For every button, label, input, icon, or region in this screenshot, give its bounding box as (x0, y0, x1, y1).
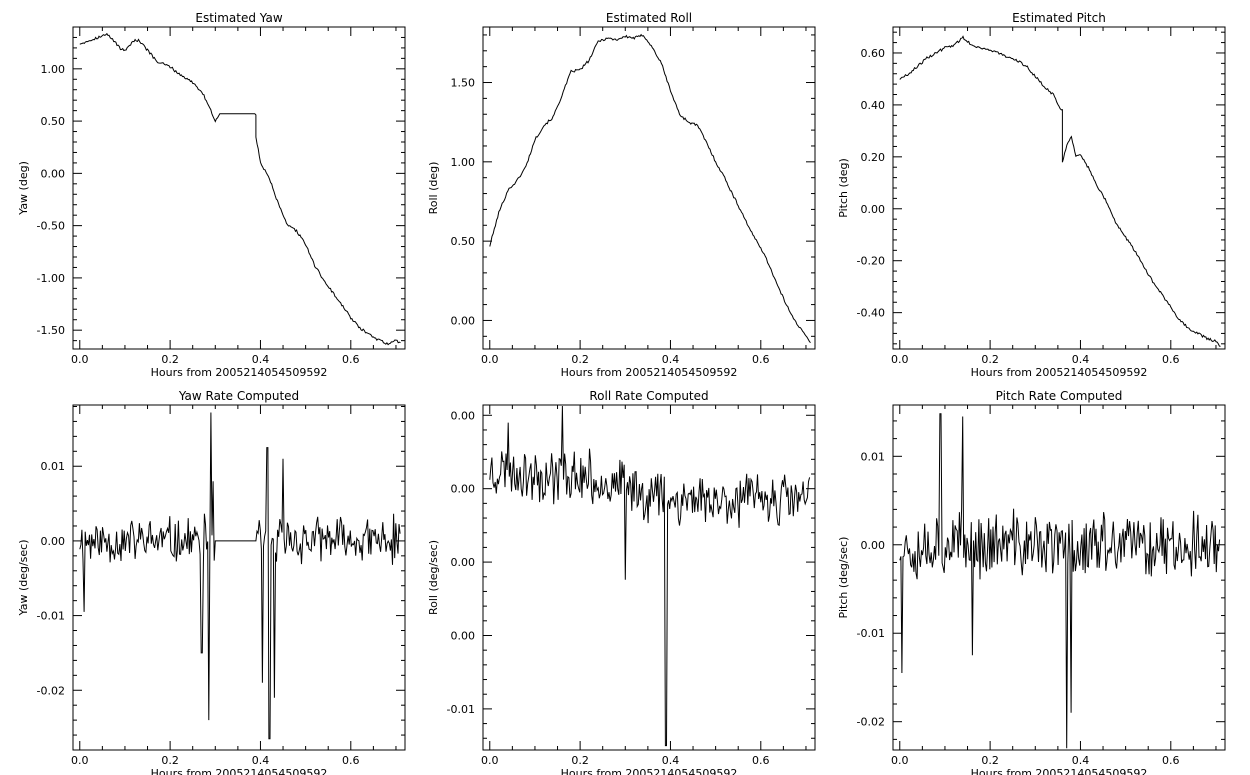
x-tick-label: 0.0 (481, 754, 499, 767)
x-tick-label: 0.4 (662, 353, 680, 366)
x-tick-label: 0.6 (752, 754, 770, 767)
x-tick-label: 0.2 (161, 353, 179, 366)
y-tick-label: 1.50 (451, 77, 476, 90)
x-tick-label: 0.6 (1162, 353, 1180, 366)
chart-title: Yaw Rate Computed (178, 389, 299, 403)
y-axis-label: Yaw (deg/sec) (17, 539, 30, 616)
y-tick-label: 0.00 (451, 483, 476, 496)
panel-pitch-rate-computed: Pitch Rate Computed Hours from 2005214054… (837, 389, 1226, 775)
y-tick-label: 0.00 (451, 314, 476, 327)
x-tick-label: 0.6 (1162, 754, 1180, 767)
x-tick-label: 0.4 (1072, 353, 1090, 366)
x-axis-label: Hours from 2005214054509592 (561, 767, 738, 775)
chart-title: Pitch Rate Computed (996, 389, 1123, 403)
series-line (899, 413, 1221, 749)
x-tick-label: 0.0 (891, 754, 909, 767)
x-axis-label: Hours from 2005214054509592 (151, 767, 328, 775)
x-tick-label: 0.2 (981, 754, 999, 767)
y-tick-label: 0.01 (861, 450, 886, 463)
x-axis-label: Hours from 2005214054509592 (971, 366, 1148, 379)
y-tick-label: 0.40 (861, 99, 886, 112)
plot-frame (72, 404, 406, 751)
y-tick-label: 0.50 (451, 235, 476, 248)
plot-frame (72, 26, 406, 350)
y-tick-label: -1.50 (37, 324, 65, 337)
y-tick-label: -0.40 (857, 307, 885, 320)
x-tick-label: 0.2 (161, 754, 179, 767)
plot-frame (482, 404, 816, 751)
x-tick-label: 0.4 (252, 353, 270, 366)
series-line (489, 405, 811, 747)
x-axis-label: Hours from 2005214054509592 (151, 366, 328, 379)
y-tick-label: 0.00 (41, 167, 66, 180)
y-tick-label: 0.00 (861, 203, 886, 216)
series-line (489, 33, 811, 344)
x-tick-label: 0.6 (752, 353, 770, 366)
x-tick-label: 0.4 (1072, 754, 1090, 767)
y-tick-label: -1.00 (37, 272, 65, 285)
y-axis-label: Roll (deg) (427, 162, 440, 215)
y-tick-label: 0.00 (861, 539, 886, 552)
chart-title: Estimated Yaw (195, 11, 282, 25)
series-line (79, 412, 401, 740)
x-tick-label: 0.2 (571, 754, 589, 767)
y-tick-label: 0.50 (41, 115, 66, 128)
x-tick-label: 0.6 (342, 353, 360, 366)
y-axis-label: Roll (deg/sec) (427, 540, 440, 615)
chart-title: Estimated Roll (606, 11, 692, 25)
x-tick-label: 0.0 (71, 353, 89, 366)
x-tick-label: 0.0 (71, 754, 89, 767)
panel-estimated-pitch: Estimated Pitch Hours from 20052140545095… (837, 11, 1226, 379)
series-line (79, 32, 401, 346)
y-tick-label: -0.01 (37, 610, 65, 623)
series-line (899, 35, 1221, 347)
chart-title: Estimated Pitch (1012, 11, 1106, 25)
y-tick-label: -0.02 (857, 716, 885, 729)
y-tick-label: 0.00 (451, 556, 476, 569)
x-axis-label: Hours from 2005214054509592 (561, 366, 738, 379)
panel-yaw-rate-computed: Yaw Rate Computed Hours from 200521405450… (17, 389, 406, 775)
x-axis-label: Hours from 2005214054509592 (971, 767, 1148, 775)
x-tick-label: 0.0 (891, 353, 909, 366)
y-axis-label: Pitch (deg/sec) (837, 537, 850, 619)
y-tick-label: -0.02 (37, 684, 65, 697)
y-tick-label: 0.20 (861, 151, 886, 164)
y-tick-label: 0.00 (451, 629, 476, 642)
x-tick-label: 0.6 (342, 754, 360, 767)
y-tick-label: -0.50 (37, 220, 65, 233)
y-tick-label: 1.00 (451, 156, 476, 169)
x-tick-label: 0.0 (481, 353, 499, 366)
y-tick-label: -0.01 (857, 627, 885, 640)
y-axis-label: Yaw (deg) (17, 161, 30, 216)
x-tick-label: 0.4 (252, 754, 270, 767)
y-tick-label: 0.00 (451, 409, 476, 422)
plot-frame (482, 26, 816, 350)
y-tick-label: -0.01 (447, 703, 475, 716)
y-tick-label: 1.00 (41, 63, 66, 76)
x-tick-label: 0.4 (662, 754, 680, 767)
panel-roll-rate-computed: Roll Rate Computed Hours from 20052140545… (427, 389, 816, 775)
x-tick-label: 0.2 (571, 353, 589, 366)
y-tick-label: -0.20 (857, 255, 885, 268)
y-tick-label: 0.00 (41, 535, 66, 548)
panel-estimated-roll: Estimated Roll Hours from 200521405450959… (427, 11, 816, 379)
y-axis-label: Pitch (deg) (837, 158, 850, 218)
chart-title: Roll Rate Computed (589, 389, 708, 403)
plot-frame (892, 404, 1226, 751)
x-tick-label: 0.2 (981, 353, 999, 366)
y-tick-label: 0.01 (41, 460, 66, 473)
y-tick-label: 0.60 (861, 47, 886, 60)
panel-estimated-yaw: Estimated Yaw Hours from 2005214054509592… (17, 11, 406, 379)
